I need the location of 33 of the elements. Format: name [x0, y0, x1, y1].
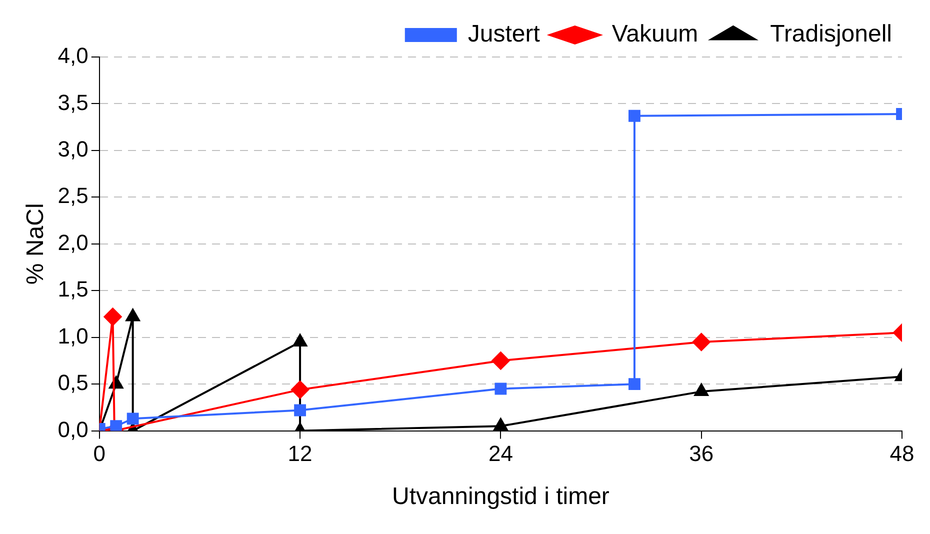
point — [294, 404, 306, 416]
point — [494, 418, 508, 431]
point — [292, 334, 308, 347]
y-tick-label: 1,5 — [58, 276, 88, 302]
point — [126, 412, 139, 425]
y-tick-label: 4,0 — [58, 43, 88, 68]
point — [110, 420, 122, 431]
point — [628, 110, 640, 122]
x-tick-label: 36 — [689, 441, 714, 466]
point — [126, 308, 140, 322]
x-tick-label: 0 — [93, 441, 106, 466]
point — [628, 378, 640, 390]
legend-label: Justert — [468, 20, 540, 48]
y-axis-title: % NaCl — [22, 203, 50, 285]
legend-label: Vakuum — [612, 20, 698, 48]
point — [291, 380, 310, 399]
point — [104, 308, 122, 326]
x-tick-label: 24 — [488, 441, 513, 466]
x-tick-label: 48 — [890, 441, 914, 466]
y-tick-label: 3,5 — [58, 90, 88, 115]
y-tick-label: 3,0 — [58, 136, 88, 162]
x-tick-label: 12 — [288, 441, 312, 466]
point — [492, 352, 510, 370]
point — [494, 382, 507, 395]
y-tick-label: 0,0 — [58, 416, 88, 442]
point — [694, 384, 708, 396]
y-tick-label: 2,5 — [58, 183, 88, 208]
x-axis-title: Utvanningstid i timer — [392, 483, 610, 510]
point — [692, 333, 710, 352]
y-tick-label: 0,5 — [58, 370, 88, 396]
y-tick-label: 1,0 — [58, 323, 88, 348]
legend-label: Tradisjonell — [770, 20, 892, 48]
y-tick-label: 2,0 — [58, 230, 88, 255]
